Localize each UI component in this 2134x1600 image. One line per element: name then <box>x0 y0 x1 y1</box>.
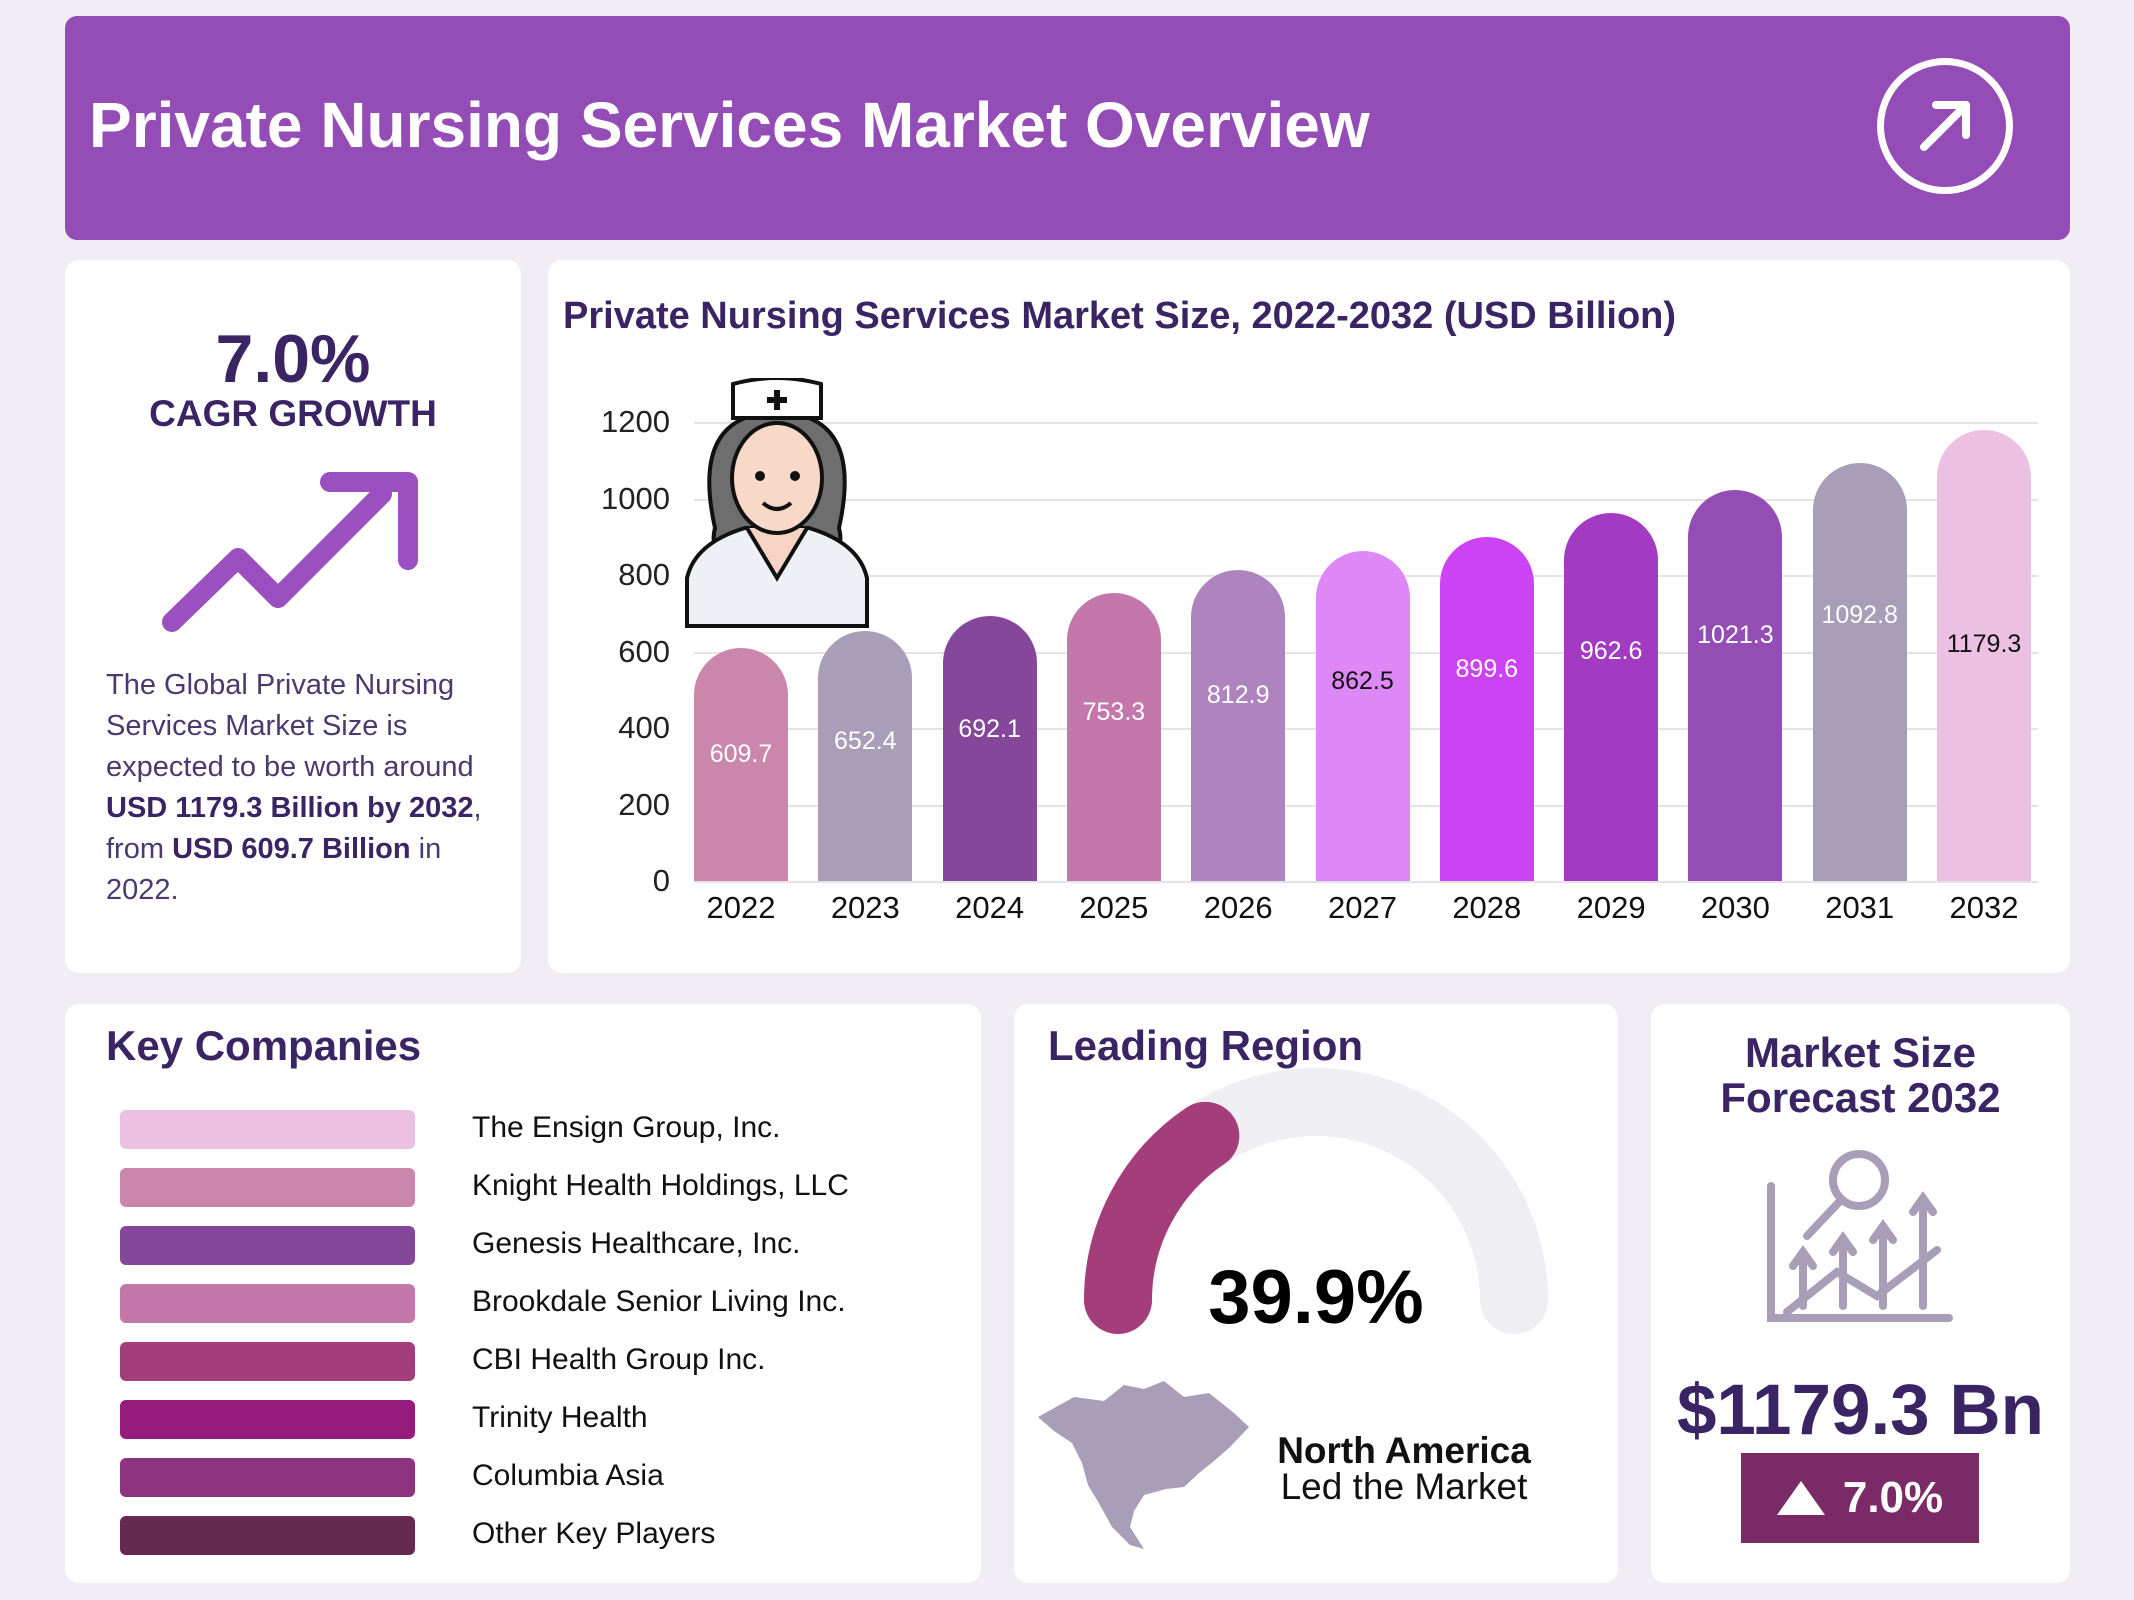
header-banner: Private Nursing Services Market Overview <box>65 16 2070 240</box>
company-name: CBI Health Group Inc. <box>472 1343 766 1376</box>
y-tick-label: 200 <box>618 786 670 822</box>
region-gauge <box>1084 1068 1548 1334</box>
x-tick-label: 2031 <box>1825 890 1895 925</box>
bar-value-label: 1179.3 <box>1946 629 2022 658</box>
bar-value-label: 753.3 <box>1082 697 1146 726</box>
forecast-card: Market Size Forecast 2032 $1179.3 Bn 7.0… <box>1651 1004 2070 1583</box>
leading-region-card: Leading Region 39.9% North America Led t… <box>1014 1004 1618 1583</box>
y-tick-label: 400 <box>618 710 670 745</box>
summary-paragraph: The Global Private Nursing Services Mark… <box>106 669 482 906</box>
x-tick-label: 2028 <box>1452 890 1522 925</box>
bar-2032 <box>1937 429 2031 881</box>
x-tick-label: 2029 <box>1576 890 1646 925</box>
region-name: North America <box>1277 1430 1531 1471</box>
trend-up-arrow-icon <box>162 472 418 632</box>
x-tick-label: 2027 <box>1328 890 1397 925</box>
bar-value-label: 962.6 <box>1579 637 1643 666</box>
x-tick-label: 2023 <box>830 890 900 925</box>
bar-2029 <box>1564 512 1659 881</box>
bar-value-label: 652.4 <box>834 727 897 756</box>
bar-2022 <box>694 647 788 881</box>
cagr-label: CAGR GROWTH <box>149 393 437 434</box>
x-tick-label: 2022 <box>706 890 776 925</box>
region-share: 39.9% <box>1208 1255 1424 1340</box>
bar-value-label: 692.1 <box>958 714 1021 743</box>
gridline <box>694 498 2038 501</box>
page-title: Private Nursing Services Market Overview <box>89 89 1370 161</box>
company-name: Brookdale Senior Living Inc. <box>472 1285 846 1318</box>
growth-badge: 7.0% <box>1741 1453 1979 1543</box>
x-tick-label: 2032 <box>1949 890 2019 925</box>
company-name: The Ensign Group, Inc. <box>472 1111 781 1144</box>
company-color-swatch <box>120 1168 415 1207</box>
company-color-swatch <box>120 1226 415 1265</box>
region-subtitle: Led the Market <box>1280 1466 1528 1507</box>
company-name: Genesis Healthcare, Inc. <box>472 1227 801 1260</box>
y-tick-label: 1200 <box>601 404 670 439</box>
growth-badge-value: 7.0% <box>1842 1473 1944 1522</box>
nurse-icon <box>685 378 869 628</box>
arrow-up-right-icon[interactable] <box>1877 58 2013 194</box>
bar-value-label: 862.5 <box>1331 666 1394 695</box>
bar-value-label: 812.9 <box>1206 681 1270 710</box>
x-tick-label: 2024 <box>955 890 1025 925</box>
leading-region-title: Leading Region <box>1048 1022 1363 1069</box>
key-companies-card: Key Companies The Ensign Group, Inc. Knig… <box>65 1004 981 1583</box>
company-color-swatch <box>120 1342 415 1381</box>
forecast-value: $1179.3 Bn <box>1676 1371 2045 1450</box>
forecast-title-line2: Forecast 2032 <box>1720 1074 2001 1121</box>
y-tick-label: 800 <box>618 557 670 592</box>
bar-value-label: 899.6 <box>1455 654 1519 683</box>
forecast-title-line1: Market Size <box>1744 1029 1977 1076</box>
bar-2027 <box>1315 551 1410 881</box>
company-name: Columbia Asia <box>472 1459 664 1492</box>
company-name: Other Key Players <box>472 1517 716 1550</box>
triangle-up-icon <box>1776 1481 1825 1515</box>
north-america-map-icon <box>1038 1381 1249 1549</box>
company-name: Trinity Health <box>472 1401 648 1434</box>
company-color-swatch <box>120 1516 415 1555</box>
x-tick-label: 2025 <box>1079 890 1149 925</box>
bar-2026 <box>1191 570 1286 881</box>
x-tick-label: 2026 <box>1203 890 1273 925</box>
company-color-swatch <box>120 1400 415 1439</box>
chart-title: Private Nursing Services Market Size, 20… <box>563 295 1677 337</box>
bar-2024 <box>942 616 1037 881</box>
key-companies-title: Key Companies <box>106 1022 422 1069</box>
bar-value-label: 609.7 <box>709 740 773 768</box>
company-name: Knight Health Holdings, LLC <box>472 1169 849 1202</box>
bar-2023 <box>818 631 913 881</box>
gridline <box>694 881 2038 883</box>
bar-chart: 0 200 400 600 800 1000 1200 609.7 2022 652.4 2023 6… <box>548 260 2070 973</box>
bar-2025 <box>1066 592 1161 881</box>
y-tick-label: 0 <box>652 863 670 898</box>
gridline <box>694 422 2038 424</box>
cagr-card: 7.0% CAGR GROWTH The Global Private Nurs… <box>65 260 521 973</box>
growth-analytics-icon <box>1767 1150 1953 1322</box>
company-color-swatch <box>120 1284 415 1323</box>
bar-value-label: 1021.3 <box>1697 620 1774 649</box>
company-color-swatch <box>120 1110 415 1149</box>
cagr-value: 7.0% <box>215 321 371 397</box>
bar-value-label: 1092.8 <box>1821 601 1898 630</box>
y-tick-label: 600 <box>618 633 670 669</box>
bar-2028 <box>1439 536 1534 881</box>
bar-2030 <box>1688 490 1783 881</box>
chart-card: Private Nursing Services Market Size, 20… <box>548 260 2070 973</box>
y-tick-label: 1000 <box>601 480 670 516</box>
gauge-fill <box>1084 1101 1240 1334</box>
bar-2031 <box>1812 463 1907 881</box>
x-tick-label: 2030 <box>1700 890 1770 925</box>
company-color-swatch <box>120 1458 415 1497</box>
